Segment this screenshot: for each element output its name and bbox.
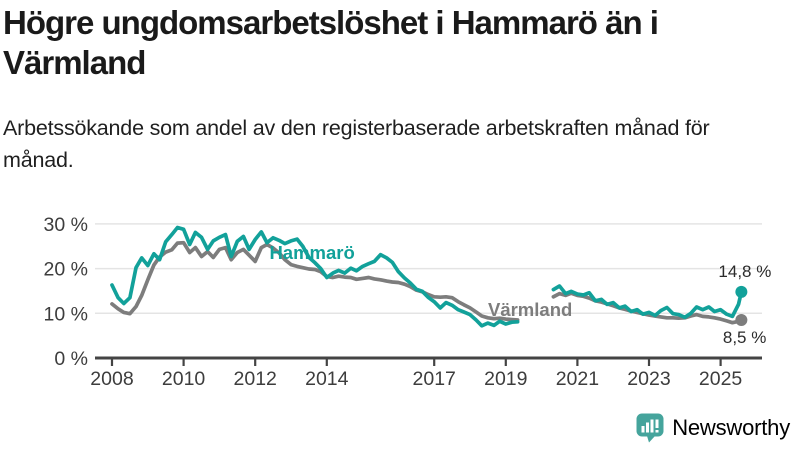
x-axis-tick-label-2025: 2025: [699, 368, 743, 390]
x-axis-tick-label-2017: 2017: [413, 368, 456, 390]
y-axis-tick-label-20: 20 %: [44, 259, 88, 281]
hammar-endpoint-dot: [735, 285, 748, 298]
x-axis-tick-label-2023: 2023: [627, 368, 670, 390]
x-axis-tick-label-2021: 2021: [556, 368, 599, 390]
vrmland-end-value-label: 8,5 %: [723, 328, 766, 347]
hammar-end-value-label: 14,8 %: [718, 262, 771, 281]
brand-name: Newsworthy: [672, 415, 790, 440]
y-axis-tick-label-30: 30 %: [44, 214, 88, 236]
vrmland-series-label: Värmland: [488, 299, 572, 320]
vrmland-line: [110, 240, 744, 325]
x-axis-tick-label-2019: 2019: [484, 368, 527, 390]
x-axis-tick-label-2012: 2012: [234, 368, 277, 390]
page-title: Högre ungdomsarbetslöshet i Hammarö än i…: [3, 4, 659, 81]
page-subtitle: Arbetssökande som andel av den registerb…: [3, 116, 710, 173]
x-axis-tick-label-2008: 2008: [90, 368, 133, 390]
hammar-series-label: Hammarö: [269, 242, 354, 263]
x-axis-tick-label-2014: 2014: [305, 368, 349, 390]
y-axis-tick-label-10: 10 %: [44, 303, 88, 325]
bar-chart-speech-bubble-icon: [636, 413, 664, 443]
vrmland-endpoint-dot: [735, 314, 748, 327]
hammar-line: [110, 225, 744, 328]
newsworthy-logo: Newsworthy: [636, 413, 790, 443]
x-axis-tick-label-2010: 2010: [162, 368, 206, 390]
y-axis-tick-label-0: 0 %: [54, 348, 88, 370]
